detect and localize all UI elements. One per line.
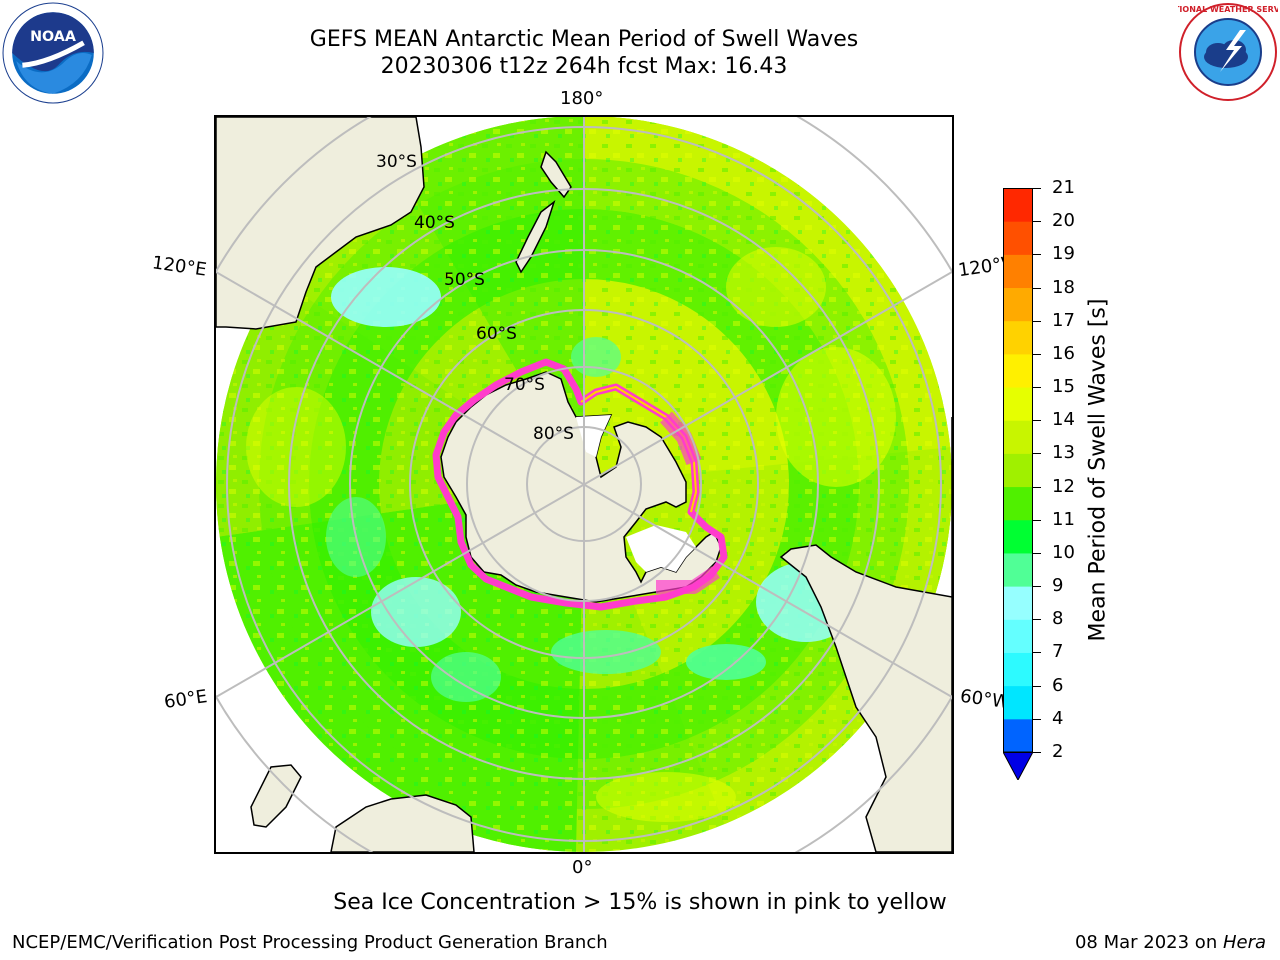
colorbar-tick-label: 11: [1052, 508, 1075, 530]
footer-machine: Hera: [1222, 932, 1266, 953]
lat-label-30s: 30°S: [376, 152, 417, 172]
colorbar-segment: [1003, 586, 1033, 620]
colorbar-tick-mark: [1033, 652, 1041, 654]
footer-credit: NCEP/EMC/Verification Post Processing Pr…: [12, 932, 608, 953]
colorbar-tick-mark: [1033, 685, 1041, 687]
colorbar-segment: [1003, 552, 1033, 587]
colorbar-segment: [1003, 420, 1033, 454]
colorbar-tick-label: 4: [1052, 707, 1064, 729]
colorbar-tick-label: 9: [1052, 575, 1064, 597]
colorbar-tick-label: 14: [1052, 409, 1075, 431]
colorbar-tick-mark: [1033, 387, 1041, 389]
map-title: GEFS MEAN Antarctic Mean Period of Swell…: [309, 27, 859, 52]
polar-map: [216, 117, 952, 852]
colorbar-tick-mark: [1033, 718, 1041, 720]
colorbar-segment: [1003, 353, 1033, 388]
colorbar-segment: [1003, 519, 1033, 554]
colorbar-tick-mark: [1033, 453, 1041, 455]
colorbar-segment: [1003, 188, 1033, 222]
lat-label-70s: 70°S: [504, 375, 545, 395]
colorbar-tick-mark: [1033, 420, 1041, 422]
lon-label-180: 180°: [560, 88, 604, 109]
nws-logo: NATIONAL WEATHER SERVICE: [1178, 3, 1278, 101]
colorbar-tick-label: 17: [1052, 309, 1075, 331]
colorbar-tick-label: 13: [1052, 442, 1075, 464]
lat-label-60s: 60°S: [476, 324, 517, 344]
colorbar-tick-mark: [1033, 320, 1041, 322]
lon-label-120e: 120°E: [150, 252, 208, 281]
colorbar-tick-label: 15: [1052, 376, 1075, 398]
colorbar-tick-label: 8: [1052, 608, 1064, 630]
colorbar-tick-mark: [1033, 552, 1041, 554]
colorbar-tick-label: 21: [1052, 177, 1075, 198]
svg-text:NOAA: NOAA: [30, 29, 76, 45]
svg-text:NATIONAL WEATHER SERVICE: NATIONAL WEATHER SERVICE: [1178, 5, 1278, 14]
graticule: [216, 117, 952, 852]
colorbar-tick-label: 10: [1052, 541, 1075, 563]
footer-date: 08 Mar 2023 on Hera: [1075, 932, 1266, 953]
colorbar: [1003, 188, 1033, 780]
lon-label-60e: 60°E: [162, 686, 209, 713]
colorbar-segment: [1003, 453, 1033, 488]
colorbar-tick-mark: [1033, 486, 1041, 488]
colorbar-tick-mark: [1033, 586, 1041, 588]
colorbar-segment: [1003, 287, 1033, 322]
noaa-logo: NOAA: [2, 2, 104, 104]
colorbar-tick-mark: [1033, 188, 1041, 189]
colorbar-segment: [1003, 718, 1033, 753]
sea-ice-margin: [432, 358, 728, 611]
colorbar-tick-mark: [1033, 287, 1041, 289]
lon-label-0: 0°: [572, 857, 593, 878]
footer-date-text: 08 Mar 2023 on: [1074, 932, 1223, 953]
colorbar-tick-mark: [1033, 519, 1041, 521]
colorbar-tick-label: 20: [1052, 210, 1075, 232]
colorbar-segment: [1003, 652, 1033, 687]
colorbar-tick-label: 2: [1052, 741, 1064, 762]
colorbar-tick-mark: [1033, 752, 1041, 753]
colorbar-segment: [1003, 685, 1033, 720]
lat-label-50s: 50°S: [444, 270, 485, 290]
colorbar-tick-mark: [1033, 254, 1041, 256]
colorbar-tick-mark: [1033, 353, 1041, 355]
lat-label-80s: 80°S: [533, 424, 574, 444]
colorbar-title: Mean Period of Swell Waves [s]: [1085, 298, 1111, 642]
colorbar-tick-label: 12: [1052, 475, 1075, 497]
colorbar-tick-label: 19: [1052, 243, 1075, 265]
colorbar-segment: [1003, 254, 1033, 289]
colorbar-segment: [1003, 320, 1033, 355]
map-panel: [214, 115, 954, 854]
forecast-subtitle: 20230306 t12z 264h fcst Max: 16.43: [380, 54, 788, 79]
colorbar-tick-mark: [1033, 221, 1041, 223]
colorbar-tick-label: 7: [1052, 641, 1064, 663]
colorbar-segment: [1003, 221, 1033, 255]
colorbar-segment: [1003, 486, 1033, 521]
colorbar-tick-mark: [1033, 619, 1041, 621]
colorbar-extend-arrow: [1003, 751, 1033, 780]
lat-label-40s: 40°S: [414, 213, 455, 233]
colorbar-tick-label: 16: [1052, 342, 1075, 364]
colorbar-segment: [1003, 619, 1033, 653]
colorbar-tick-label: 6: [1052, 674, 1064, 696]
colorbar-tick-label: 18: [1052, 276, 1075, 298]
sea-ice-note: Sea Ice Concentration > 15% is shown in …: [333, 890, 947, 915]
colorbar-segment: [1003, 387, 1033, 421]
